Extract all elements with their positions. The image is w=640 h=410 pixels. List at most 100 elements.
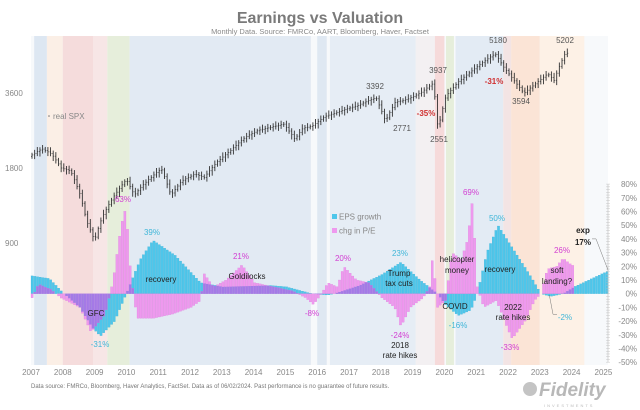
- eps-growth-bar: [478, 282, 482, 294]
- eps-growth-bar: [181, 263, 185, 294]
- overlap-bar: [359, 284, 362, 294]
- annotation-label: soft: [551, 266, 565, 275]
- pe-change-bar: [325, 285, 328, 294]
- spx-label: 3594: [512, 97, 530, 106]
- overlap-bar: [351, 287, 354, 294]
- pe-change-bar: [446, 280, 450, 294]
- legend: real SPX EPS growth chg in P/E: [48, 112, 381, 236]
- x-axis-tick: 2023: [531, 368, 549, 377]
- eps-growth-bar: [574, 286, 577, 294]
- annotation-label: -8%: [305, 309, 319, 318]
- pe-change-bar: [184, 293, 188, 310]
- annotation-label: 2018: [391, 341, 409, 350]
- eps-growth-bar: [537, 289, 540, 294]
- pe-change-bar: [110, 286, 113, 294]
- eps-growth-bar: [306, 292, 309, 294]
- pe-change-bar: [30, 293, 34, 298]
- left-axis-tick: 3600: [5, 89, 23, 98]
- overlap-bar: [240, 286, 243, 294]
- eps-growth-bar: [470, 293, 474, 308]
- overlap-bar: [364, 282, 368, 294]
- eps-growth-bar: [600, 273, 604, 294]
- pe-change-bar: [478, 293, 482, 296]
- right-axis-tick: -10%: [618, 303, 637, 312]
- pe-change-bar: [393, 293, 397, 310]
- pe-change-bar: [333, 285, 336, 294]
- overlap-bar: [293, 291, 296, 294]
- pe-change-bar: [126, 229, 129, 294]
- pe-change-bar: [380, 293, 384, 298]
- pe-change-bar: [144, 293, 148, 319]
- overlap-bar: [203, 283, 206, 294]
- spx-label: 3937: [429, 66, 447, 75]
- eps-growth-bar: [166, 249, 169, 294]
- annotation-label: -24%: [391, 331, 410, 340]
- right-axis-tick: -50%: [618, 358, 637, 367]
- eps-growth-bar: [597, 275, 601, 294]
- pe-change-bar: [134, 293, 137, 308]
- pe-change-bar: [57, 293, 60, 297]
- pe-change-bar: [158, 293, 161, 318]
- eps-growth-bar: [534, 284, 537, 294]
- x-axis-tick: 2012: [181, 368, 199, 377]
- left-axis: 900 1800 3600: [5, 89, 23, 248]
- eps-growth-bar: [423, 283, 426, 294]
- right-axis-tick: -30%: [618, 331, 637, 340]
- pe-change-bar: [537, 293, 540, 297]
- x-axis-tick: 2016: [308, 368, 326, 377]
- pe-change-bar: [301, 293, 304, 297]
- spx-label: 5180: [489, 36, 507, 45]
- overlap-bar: [250, 286, 254, 294]
- annotation-label: -2%: [558, 313, 572, 322]
- overlap-bar: [280, 288, 283, 294]
- right-axis-tick: 20%: [621, 262, 637, 271]
- overlap-bar: [94, 293, 97, 327]
- regime-band: [34, 36, 47, 365]
- eps-growth-bar: [195, 278, 198, 294]
- eps-growth-bar: [168, 251, 172, 294]
- pe-change-bar: [383, 293, 386, 300]
- annotation-label: recovery: [485, 265, 516, 274]
- overlap-bar: [38, 284, 42, 294]
- overlap-bar: [41, 285, 44, 294]
- pe-change-bar: [433, 278, 437, 294]
- pe-change-bar: [505, 293, 508, 326]
- eps-growth-bar: [144, 250, 148, 294]
- overlap-bar: [84, 293, 87, 316]
- pe-change-bar: [335, 286, 339, 294]
- right-axis-tick: 10%: [621, 276, 637, 285]
- overlap-bar: [335, 292, 338, 294]
- annotation-label: landing?: [542, 277, 573, 286]
- pe-change-bar: [322, 289, 325, 294]
- eps-growth-bar: [582, 282, 585, 294]
- overlap-bar: [213, 285, 217, 294]
- eps-growth-bar: [30, 275, 34, 294]
- overlap-bar: [431, 289, 434, 294]
- overlap-bar: [245, 286, 248, 294]
- eps-growth-bar: [295, 289, 299, 294]
- leader-line-exp17: [592, 238, 609, 271]
- pe-change-bar: [462, 250, 466, 294]
- right-axis-tick: -20%: [618, 317, 637, 326]
- pe-change-bar: [412, 293, 415, 306]
- eps-growth-bar: [473, 293, 476, 301]
- annotation-label: 50%: [489, 214, 505, 223]
- pe-change-bar: [473, 238, 476, 294]
- pe-change-bar: [311, 293, 315, 305]
- pe-change-bar: [343, 267, 347, 294]
- pe-change-bar: [476, 286, 479, 294]
- annotation-label: 69%: [463, 188, 479, 197]
- annotation-label: 2022: [504, 303, 522, 312]
- eps-growth-bar: [579, 283, 582, 294]
- pe-change-bar: [340, 271, 344, 294]
- pe-change-bar: [415, 293, 418, 304]
- overlap-bar: [356, 285, 360, 294]
- left-axis-tick: 1800: [5, 164, 23, 173]
- eps-growth-bar: [415, 276, 418, 294]
- fidelity-logo-subtext: INVESTMENTS: [544, 403, 594, 408]
- eps-growth-bar: [468, 293, 471, 311]
- pe-change-bar: [338, 279, 341, 294]
- overlap-bar: [81, 293, 84, 312]
- pe-change-bar: [160, 293, 164, 317]
